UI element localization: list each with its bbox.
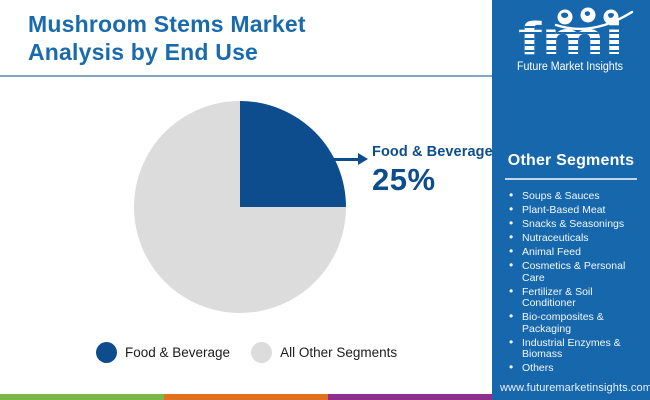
header: Mushroom Stems Market Analysis by End Us…	[0, 0, 492, 77]
legend-swatch-food-beverage	[96, 342, 117, 363]
legend-label-all-other-segments: All Other Segments	[280, 345, 398, 360]
globe-continent	[561, 12, 569, 18]
fmi-logo: fmi fmi	[517, 7, 634, 73]
slice-callout: Food & Beverage 25%	[372, 144, 493, 198]
other-segments-list: Soups & Sauces Plant-Based Meat Snacks &…	[492, 190, 650, 375]
list-item-label: Bio-composites & Packaging	[522, 311, 604, 335]
footer-stripe-green	[0, 394, 164, 400]
footer-stripe-orange	[164, 394, 328, 400]
list-item: Cosmetics & Personal Care	[509, 260, 642, 284]
chart-legend: Food & Beverage All Other Segments	[96, 342, 397, 363]
list-item: Bio-composites & Packaging	[509, 311, 642, 335]
globe-continent	[608, 13, 614, 18]
list-item: Nutraceuticals	[509, 232, 642, 245]
list-item: Plant-Based Meat	[509, 204, 642, 217]
legend-item-food-beverage: Food & Beverage	[96, 342, 230, 363]
list-item-label: Animal Feed	[522, 246, 581, 258]
list-item: Fertilizer & Soil Conditioner	[509, 285, 642, 310]
list-item-label: Others	[522, 362, 554, 374]
legend-label-food-beverage: Food & Beverage	[125, 345, 231, 360]
legend-swatch-all-other-segments	[251, 342, 273, 363]
footer-stripe-purple	[328, 394, 492, 400]
list-item-label: Cosmetics & Personal Care	[522, 260, 626, 284]
callout-label: Food & Beverage	[372, 144, 493, 160]
page-title-line-1: Mushroom Stems Market	[28, 11, 306, 37]
logo-wordmark-stripes	[518, 26, 624, 52]
globe-icons	[557, 7, 619, 25]
list-item-label: Industrial Enzymes & Biomass	[522, 336, 621, 360]
sidebar: fmi fmi	[492, 0, 650, 400]
callout-arrow-head-icon	[358, 153, 368, 165]
pie-chart	[134, 101, 346, 313]
website-url: www.futuremarketinsights.com	[500, 382, 650, 394]
list-item-label: Fertilizer & Soil Conditioner	[522, 285, 593, 309]
list-item-label: Soups & Sauces	[522, 190, 600, 202]
sidebar-heading: Other Segments	[507, 152, 635, 169]
sidebar-divider	[505, 178, 637, 180]
page-title: Mushroom Stems Market Analysis by End Us…	[28, 10, 492, 66]
footer-stripes	[0, 394, 492, 400]
callout-value: 25%	[372, 162, 436, 197]
list-item: Industrial Enzymes & Biomass	[509, 336, 642, 361]
list-item-label: Snacks & Seasonings	[522, 218, 625, 230]
globe-continent	[584, 11, 590, 16]
callout-arrow-line	[329, 158, 360, 161]
list-item-label: Nutraceuticals	[522, 232, 589, 244]
page-title-line-2: Analysis by End Use	[28, 39, 259, 65]
list-item: Others	[509, 362, 642, 375]
legend-item-all-other-segments: All Other Segments	[251, 342, 397, 363]
logo-tagline: Future Market Insights	[517, 61, 623, 73]
list-item: Animal Feed	[509, 246, 642, 259]
list-item: Snacks & Seasonings	[509, 218, 642, 231]
list-item: Soups & Sauces	[509, 190, 642, 203]
list-item-label: Plant-Based Meat	[522, 204, 606, 216]
